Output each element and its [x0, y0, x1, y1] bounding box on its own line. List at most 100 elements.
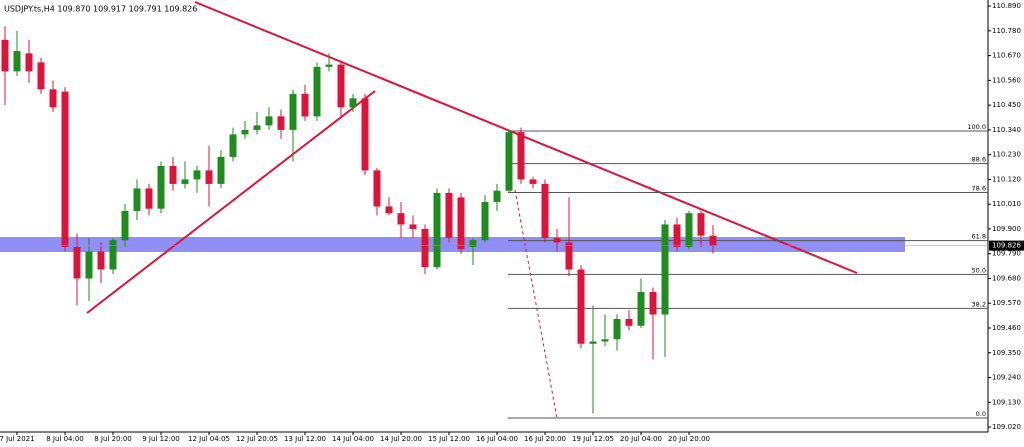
fib-label: 61.8 — [972, 233, 986, 241]
candle-body — [253, 125, 261, 130]
y-tick-label: 109.790 — [992, 250, 1021, 258]
candle-body — [433, 192, 441, 268]
candle-body — [133, 188, 141, 211]
candle-body — [157, 165, 165, 209]
candle-body — [469, 240, 477, 247]
candle-body — [457, 197, 465, 250]
candle-body — [673, 224, 681, 247]
x-tick-label: 8 Jul 04:00 — [46, 435, 84, 443]
candle-body — [589, 341, 597, 344]
candle-body — [685, 213, 693, 247]
candle-body — [397, 213, 405, 225]
candle-body — [517, 132, 525, 180]
x-tick-label: 8 Jul 20:00 — [94, 435, 132, 443]
x-tick-label: 13 Jul 12:00 — [284, 435, 326, 443]
candle-body — [349, 98, 357, 108]
candle-body — [709, 235, 717, 246]
chart-title: USDJPY.ts,H4 109.870 109.917 109.791 109… — [4, 5, 197, 14]
candle-body — [613, 318, 621, 340]
candle-body — [37, 62, 45, 90]
x-tick-label: 12 Jul 20:05 — [236, 435, 278, 443]
candle-body — [337, 64, 345, 108]
y-tick-label: 110.120 — [992, 175, 1021, 183]
candle-body — [277, 116, 285, 130]
candle-body — [409, 224, 417, 229]
candle-body — [205, 170, 213, 184]
fib-label: 0.0 — [976, 410, 986, 418]
candle-body — [505, 132, 513, 191]
fib-label: 50.0 — [972, 266, 986, 274]
candle-body — [193, 170, 201, 180]
y-tick-label: 110.340 — [992, 126, 1021, 134]
candle-body — [601, 339, 609, 342]
candle-body — [697, 213, 705, 236]
x-tick-label: 19 Jul 12:05 — [572, 435, 614, 443]
x-tick-label: 20 Jul 20:00 — [668, 435, 710, 443]
candle-body — [385, 206, 393, 214]
candle-body — [625, 318, 633, 326]
candle-body — [301, 93, 309, 117]
candle-body — [61, 91, 69, 247]
support-zone — [0, 237, 905, 252]
x-tick-label: 14 Jul 20:00 — [380, 435, 422, 443]
last-price-label: 109.826 — [992, 242, 1021, 250]
y-tick-label: 109.680 — [992, 274, 1021, 282]
trendline — [194, 1, 858, 274]
last-price-tag — [989, 240, 1024, 251]
candle-body — [85, 251, 93, 279]
x-tick-label: 9 Jul 12:00 — [142, 435, 180, 443]
x-tick-label: 15 Jul 12:00 — [428, 435, 470, 443]
candle-body — [25, 53, 33, 72]
y-tick-label: 110.450 — [992, 101, 1021, 109]
candle-body — [289, 93, 297, 130]
candle-body — [145, 188, 153, 209]
candle-body — [1, 39, 9, 72]
y-tick-label: 109.020 — [992, 423, 1021, 431]
trendline — [86, 90, 376, 314]
y-tick-label: 109.130 — [992, 398, 1021, 406]
y-tick-label: 109.570 — [992, 299, 1021, 307]
y-tick-label: 110.780 — [992, 27, 1021, 35]
candle-body — [229, 134, 237, 157]
fib-label: 38.2 — [972, 300, 986, 308]
candle-body — [661, 224, 669, 315]
candle-body — [241, 129, 249, 135]
fib-trendline — [514, 189, 558, 419]
x-tick-label: 14 Jul 04:00 — [332, 435, 374, 443]
y-tick-label: 110.560 — [992, 76, 1021, 84]
y-tick-label: 110.230 — [992, 151, 1021, 159]
candle-body — [217, 156, 225, 184]
candle-body — [361, 98, 369, 171]
fib-label: 100.0 — [967, 123, 986, 131]
candle-body — [73, 246, 81, 279]
candle-body — [49, 89, 57, 108]
y-tick-label: 110.670 — [992, 52, 1021, 60]
candle-body — [493, 190, 501, 202]
candle-body — [373, 170, 381, 207]
candle-body — [13, 51, 21, 72]
fib-label: 88.6 — [972, 156, 986, 164]
x-tick-label: 12 Jul 04:05 — [188, 435, 230, 443]
candle-body — [637, 291, 645, 326]
candle-body — [97, 251, 105, 270]
y-tick-label: 110.890 — [992, 2, 1021, 10]
candle-body — [541, 183, 549, 238]
candle-body — [565, 242, 573, 270]
candle-body — [529, 179, 537, 184]
candle-body — [121, 210, 129, 241]
candle-body — [649, 291, 657, 315]
x-tick-label: 16 Jul 20:00 — [524, 435, 566, 443]
y-tick-label: 109.900 — [992, 225, 1021, 233]
x-tick-label: 16 Jul 04:00 — [476, 435, 518, 443]
candle-body — [313, 66, 321, 117]
candle-body — [265, 116, 273, 126]
y-tick-label: 109.460 — [992, 324, 1021, 332]
candle-body — [421, 228, 429, 268]
fib-label: 78.6 — [972, 184, 986, 192]
candle-body — [481, 201, 489, 241]
candle-body — [553, 237, 561, 243]
candle-body — [109, 240, 117, 270]
